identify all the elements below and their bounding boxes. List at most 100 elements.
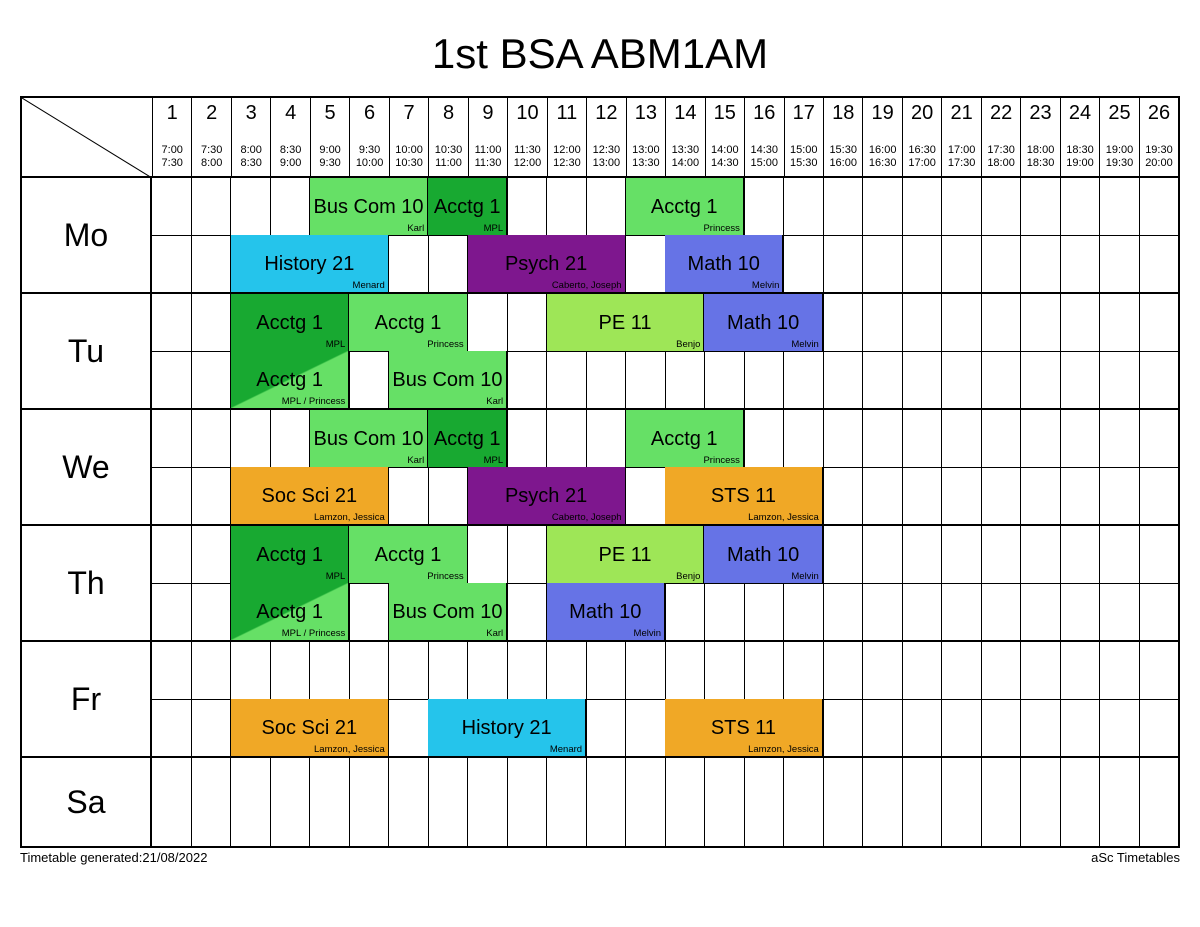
entry-teacher: Princess bbox=[427, 572, 463, 582]
class-entry: PE 11Benjo bbox=[547, 526, 705, 583]
class-entry: Soc Sci 21Lamzon, Jessica bbox=[231, 467, 389, 524]
day-label: Sa bbox=[22, 758, 152, 846]
page-title: 1st BSA ABM1AM bbox=[20, 30, 1180, 78]
class-entry: Acctg 1MPL bbox=[231, 294, 349, 351]
entry-subject: Acctg 1 bbox=[256, 312, 323, 334]
entry-subject: STS 11 bbox=[711, 717, 776, 739]
period-header: 1313:0013:30 bbox=[626, 98, 665, 176]
entry-subject: Acctg 1 bbox=[256, 369, 323, 391]
entry-teacher: Princess bbox=[703, 456, 739, 466]
entry-subject: Math 10 bbox=[727, 544, 799, 566]
entry-subject: PE 11 bbox=[599, 544, 652, 566]
period-header: 1212:3013:00 bbox=[586, 98, 625, 176]
period-header: 2318:0018:30 bbox=[1020, 98, 1059, 176]
entry-subject: Bus Com 10 bbox=[314, 196, 424, 218]
period-header: 911:0011:30 bbox=[468, 98, 507, 176]
entry-teacher: Princess bbox=[427, 340, 463, 350]
period-header: 1715:0015:30 bbox=[784, 98, 823, 176]
footer: Timetable generated:21/08/2022 aSc Timet… bbox=[20, 850, 1180, 865]
entry-subject: Acctg 1 bbox=[256, 601, 323, 623]
class-entry: PE 11 Benjo bbox=[547, 294, 705, 351]
period-header: 710:0010:30 bbox=[389, 98, 428, 176]
entry-teacher: Lamzon, Jessica bbox=[314, 745, 385, 755]
entry-teacher: Lamzon, Jessica bbox=[748, 745, 819, 755]
class-entry: Acctg 1MPL bbox=[428, 410, 507, 467]
entry-subject: Math 10 bbox=[688, 253, 760, 275]
class-entry: STS 11Lamzon, Jessica bbox=[665, 467, 823, 524]
day-label: Th bbox=[22, 526, 152, 640]
day-label: Fr bbox=[22, 642, 152, 756]
class-entry: STS 11 Lamzon, Jessica bbox=[665, 699, 823, 756]
entry-teacher: Melvin bbox=[791, 572, 818, 582]
class-entry: Acctg 1 Princess bbox=[349, 526, 467, 583]
entry-subject: Acctg 1 bbox=[375, 312, 442, 334]
day-grid: Bus Com 10KarlAcctg 1MPLAcctg 1PrincessS… bbox=[152, 410, 1178, 524]
day-grid: Bus Com 10 Karl Acctg 1 MPL Acctg 1 Princess H… bbox=[152, 178, 1178, 292]
class-entry: Bus Com 10Karl bbox=[389, 583, 507, 640]
corner-cell bbox=[22, 98, 152, 176]
entry-subject: Acctg 1 bbox=[434, 196, 501, 218]
period-header: 1514:0014:30 bbox=[705, 98, 744, 176]
period-header: 2117:0017:30 bbox=[941, 98, 980, 176]
class-entry: Math 10Melvin bbox=[547, 583, 665, 640]
class-entry: Psych 21 Caberto, Joseph bbox=[468, 235, 626, 292]
entry-teacher: MPL bbox=[484, 456, 504, 466]
entry-teacher: Menard bbox=[550, 745, 582, 755]
day-row: ThAcctg 1MPLAcctg 1PrincessPE 11BenjoMat… bbox=[22, 526, 1178, 642]
day-row: Mo Bus Com 10 Karl Acctg 1 MPL Acctg 1 Princes… bbox=[22, 178, 1178, 294]
entry-teacher: Benjo bbox=[676, 340, 700, 350]
entry-subject: Acctg 1 bbox=[375, 544, 442, 566]
class-entry: Acctg 1 Princess bbox=[349, 294, 467, 351]
entry-teacher: MPL / Princess bbox=[282, 629, 346, 639]
day-grid: Soc Sci 21 Lamzon, Jessica History 21Menar… bbox=[152, 642, 1178, 756]
entry-teacher: MPL bbox=[484, 224, 504, 234]
entry-teacher: MPL / Princess bbox=[282, 397, 346, 407]
period-header: 2418:3019:00 bbox=[1060, 98, 1099, 176]
day-grid: Acctg 1MPLAcctg 1PrincessPE 11BenjoMath … bbox=[152, 526, 1178, 640]
period-header: 38:008:30 bbox=[231, 98, 270, 176]
class-entry: Math 10Melvin bbox=[704, 294, 822, 351]
entry-teacher: Melvin bbox=[634, 629, 661, 639]
period-header: 810:3011:00 bbox=[428, 98, 467, 176]
entry-subject: Psych 21 bbox=[505, 253, 587, 275]
entry-subject: Bus Com 10 bbox=[314, 428, 424, 450]
entry-teacher: Menard bbox=[353, 281, 385, 291]
class-entry: Bus Com 10 Karl bbox=[310, 410, 428, 467]
class-entry: Acctg 1 MPL bbox=[428, 178, 507, 235]
header-row: 17:007:3027:308:0038:008:3048:309:0059:0… bbox=[22, 98, 1178, 178]
entry-subject: Acctg 1 bbox=[651, 196, 718, 218]
period-header: 1413:3014:00 bbox=[665, 98, 704, 176]
entry-teacher: Caberto, Joseph bbox=[552, 281, 622, 291]
entry-teacher: Lamzon, Jessica bbox=[314, 513, 385, 523]
class-entry: Psych 21Caberto, Joseph bbox=[468, 467, 626, 524]
entry-teacher: Karl bbox=[407, 224, 424, 234]
period-header: 48:309:00 bbox=[270, 98, 309, 176]
entry-subject: PE 11 bbox=[599, 312, 652, 334]
timetable-grid: 17:007:3027:308:0038:008:3048:309:0059:0… bbox=[20, 96, 1180, 848]
entry-teacher: Princess bbox=[703, 224, 739, 234]
class-entry: History 21Menard bbox=[428, 699, 586, 756]
entry-subject: Soc Sci 21 bbox=[262, 717, 358, 739]
class-entry: History 21Menard bbox=[231, 235, 389, 292]
period-header: 2217:3018:00 bbox=[981, 98, 1020, 176]
class-entry: Acctg 1 MPL / Princess bbox=[231, 351, 349, 408]
entry-teacher: MPL bbox=[326, 340, 346, 350]
entry-teacher: Karl bbox=[407, 456, 424, 466]
period-header: 2519:0019:30 bbox=[1099, 98, 1138, 176]
entry-subject: Acctg 1 bbox=[651, 428, 718, 450]
day-grid bbox=[152, 758, 1178, 846]
day-label: Mo bbox=[22, 178, 152, 292]
class-entry: Acctg 1 Princess bbox=[626, 178, 744, 235]
period-header: 1815:3016:00 bbox=[823, 98, 862, 176]
day-row: WeBus Com 10KarlAcctg 1MPLAcctg 1Princes… bbox=[22, 410, 1178, 526]
period-header: 1112:0012:30 bbox=[547, 98, 586, 176]
class-entry: Math 10 Melvin bbox=[704, 526, 822, 583]
period-header: 1916:0016:30 bbox=[862, 98, 901, 176]
period-header: 2016:3017:00 bbox=[902, 98, 941, 176]
period-header: 59:009:30 bbox=[310, 98, 349, 176]
day-row: Fr Soc Sci 21 Lamzon, Jessica History 21Men… bbox=[22, 642, 1178, 758]
entry-teacher: Lamzon, Jessica bbox=[748, 513, 819, 523]
entry-subject: Math 10 bbox=[727, 312, 799, 334]
entry-subject: Bus Com 10 bbox=[392, 601, 502, 623]
day-grid: Acctg 1MPLAcctg 1PrincessPE 11BenjoMath … bbox=[152, 294, 1178, 408]
